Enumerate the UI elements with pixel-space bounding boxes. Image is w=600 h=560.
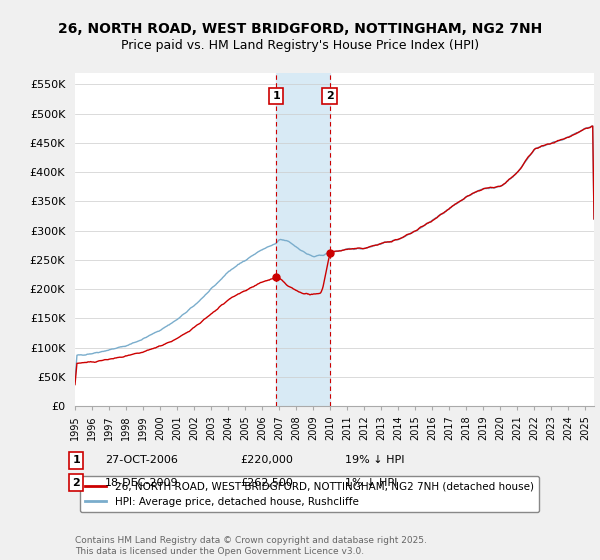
Text: 26, NORTH ROAD, WEST BRIDGFORD, NOTTINGHAM, NG2 7NH: 26, NORTH ROAD, WEST BRIDGFORD, NOTTINGH… <box>58 22 542 36</box>
Text: 2: 2 <box>326 91 334 101</box>
Text: Price paid vs. HM Land Registry's House Price Index (HPI): Price paid vs. HM Land Registry's House … <box>121 39 479 52</box>
Text: 1% ↓ HPI: 1% ↓ HPI <box>345 478 397 488</box>
Text: 2: 2 <box>73 478 80 488</box>
Text: 19% ↓ HPI: 19% ↓ HPI <box>345 455 404 465</box>
Text: 27-OCT-2006: 27-OCT-2006 <box>105 455 178 465</box>
Bar <box>276 73 329 406</box>
Text: £262,500: £262,500 <box>240 478 293 488</box>
Text: 1: 1 <box>73 455 80 465</box>
Text: Contains HM Land Registry data © Crown copyright and database right 2025.
This d: Contains HM Land Registry data © Crown c… <box>75 536 427 556</box>
Legend: 26, NORTH ROAD, WEST BRIDGFORD, NOTTINGHAM, NG2 7NH (detached house), HPI: Avera: 26, NORTH ROAD, WEST BRIDGFORD, NOTTINGH… <box>80 476 539 512</box>
Text: £220,000: £220,000 <box>240 455 293 465</box>
Text: 1: 1 <box>272 91 280 101</box>
Text: 18-DEC-2009: 18-DEC-2009 <box>105 478 179 488</box>
